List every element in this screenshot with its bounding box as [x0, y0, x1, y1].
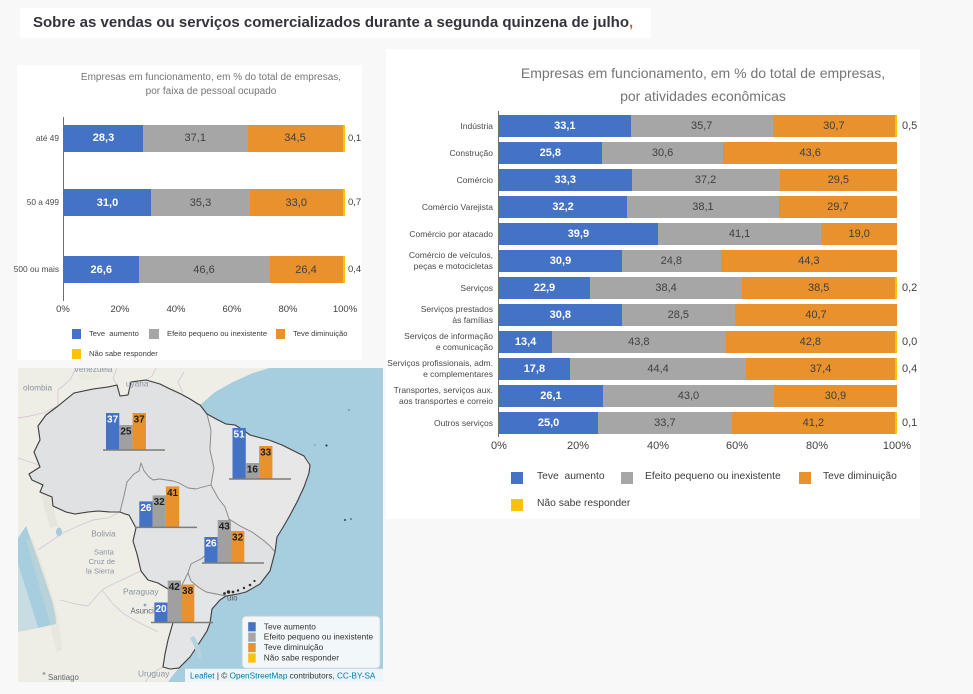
svg-text:43: 43 [219, 522, 231, 533]
svg-text:Leaflet | © OpenStreetMap cont: Leaflet | © OpenStreetMap contributors, … [190, 671, 376, 680]
svg-text:Venezuela: Venezuela [74, 368, 113, 374]
svg-text:Uruguay: Uruguay [138, 668, 170, 678]
svg-text:37: 37 [107, 415, 119, 426]
svg-text:Cruz de: Cruz de [89, 557, 116, 566]
svg-text:Bolivia: Bolivia [91, 529, 116, 539]
svg-text:42: 42 [169, 582, 181, 593]
svg-text:51: 51 [234, 430, 246, 441]
svg-text:38: 38 [182, 586, 194, 597]
svg-text:Santiago: Santiago [48, 673, 79, 682]
svg-text:Teve aumento: Teve aumento [264, 621, 317, 631]
svg-text:16: 16 [247, 465, 259, 476]
svg-text:Não sabe responder: Não sabe responder [264, 653, 339, 663]
svg-text:25: 25 [120, 427, 132, 438]
svg-text:Efeito pequeno ou inexistente: Efeito pequeno ou inexistente [264, 632, 374, 642]
svg-text:32: 32 [232, 533, 244, 544]
svg-text:uyana: uyana [126, 379, 149, 389]
svg-text:olombia: olombia [23, 382, 52, 392]
svg-text:Asunción: Asunción [131, 606, 163, 615]
svg-text:41: 41 [167, 488, 179, 499]
svg-text:Teve diminuição: Teve diminuição [264, 642, 324, 652]
svg-text:26: 26 [140, 503, 152, 514]
svg-text:Santa: Santa [94, 547, 115, 556]
svg-text:32: 32 [154, 497, 166, 508]
svg-text:ulo: ulo [227, 594, 238, 603]
svg-text:la Sierra: la Sierra [86, 567, 115, 576]
svg-text:33: 33 [260, 448, 272, 459]
svg-text:26: 26 [205, 539, 217, 550]
svg-text:Paraguay: Paraguay [123, 587, 159, 597]
svg-text:20: 20 [155, 604, 167, 615]
svg-text:37: 37 [134, 415, 146, 426]
